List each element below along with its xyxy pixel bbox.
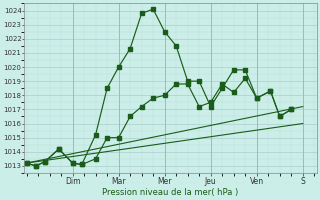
X-axis label: Pression niveau de la mer( hPa ): Pression niveau de la mer( hPa ) <box>102 188 238 197</box>
